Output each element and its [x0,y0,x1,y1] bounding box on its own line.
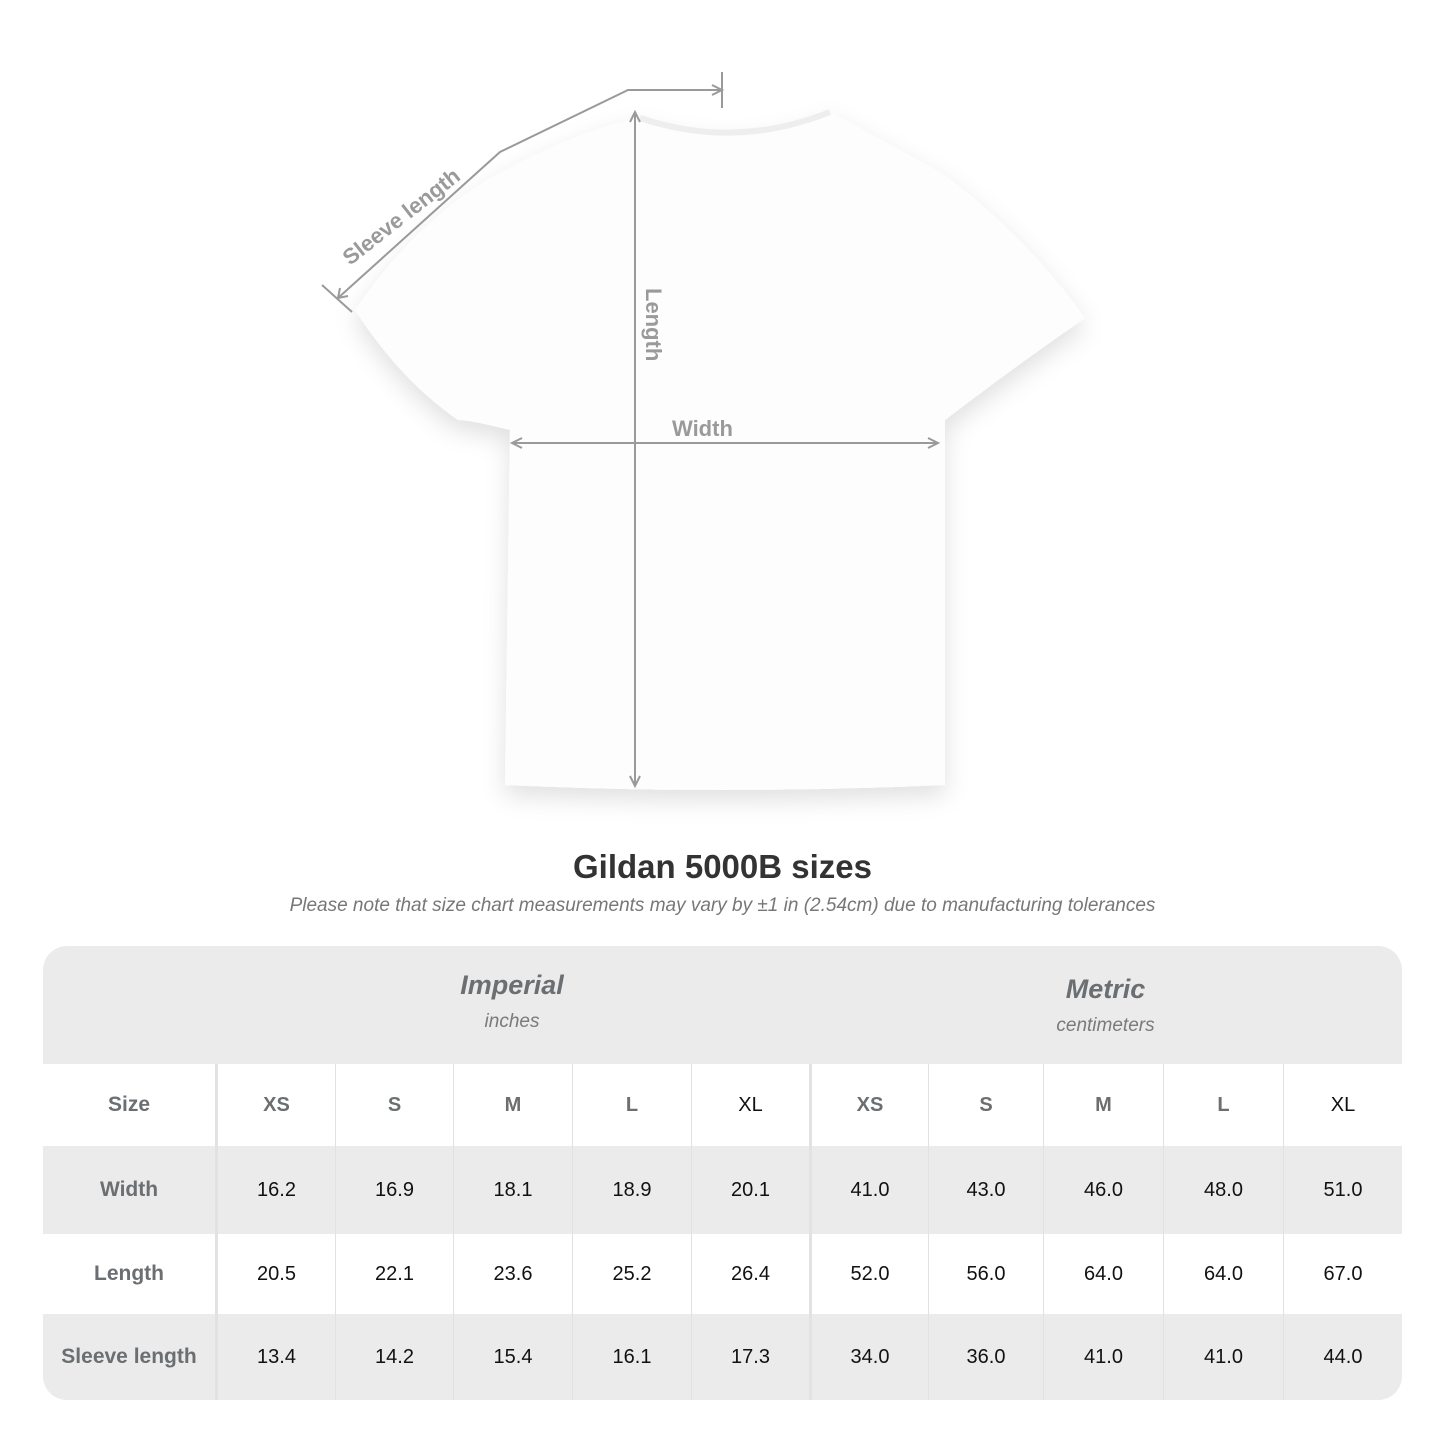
imperial-value: 17.3 [691,1314,809,1400]
row-label: Length [94,1262,164,1285]
measurement-lines [321,72,941,789]
metric-value: 46.0 [1043,1146,1163,1234]
imperial-title: Imperial [460,970,564,1000]
metric-value: 41.0 [809,1146,928,1234]
size-table: Imperial inches Metric centimeters Size X… [43,946,1402,1400]
size-header: S [928,1064,1043,1146]
size-header: M [453,1064,572,1146]
metric-value: 36.0 [928,1314,1043,1400]
metric-value: 34.0 [809,1314,928,1400]
imperial-value: 16.1 [572,1314,691,1400]
width-label: Width [672,416,733,441]
length-label: Length [641,288,666,361]
imperial-value: 20.5 [215,1234,335,1314]
size-header: M [1043,1064,1163,1146]
imperial-header: Imperial inches [215,970,809,1088]
imperial-value: 22.1 [335,1234,453,1314]
size-label: Size [107,1093,151,1116]
table-row: Length 20.5 22.1 23.6 25.2 26.4 52.0 56.0 64.0 64… [43,1234,1402,1314]
size-header: XS [809,1064,928,1146]
metric-header: Metric centimeters [809,974,1402,1092]
page-title: Gildan 5000B sizes [573,848,872,885]
size-header-row: Size XS S M L XL XS S M L XL [43,1064,1402,1146]
metric-value: 64.0 [1163,1234,1283,1314]
size-header: XS [215,1064,335,1146]
imperial-value: 18.1 [453,1146,572,1234]
imperial-value: 13.4 [215,1314,335,1400]
table-row: Width 16.2 16.9 18.1 18.9 20.1 41.0 43.0 46.0 48.… [43,1146,1402,1234]
imperial-unit: inches [484,1011,540,1032]
metric-value: 41.0 [1163,1314,1283,1400]
imperial-value: 16.2 [215,1146,335,1234]
imperial-value: 14.2 [335,1314,453,1400]
metric-unit: centimeters [1056,1015,1155,1036]
table-row: Sleeve length 13.4 14.2 15.4 16.1 17.3 34.0 36.… [43,1314,1402,1400]
imperial-value: 20.1 [691,1146,809,1234]
size-header: L [572,1064,691,1146]
row-label: Width [99,1178,159,1201]
tshirt-diagram: Sleeve length Length Width [321,72,1085,790]
metric-title: Metric [1065,974,1146,1004]
size-header: XL [691,1064,809,1146]
metric-value: 43.0 [928,1146,1043,1234]
tolerance-note: Please note that size chart measurements… [289,895,1156,916]
size-header: S [335,1064,453,1146]
row-label: Sleeve length [61,1345,197,1368]
imperial-value: 26.4 [691,1234,809,1314]
imperial-value: 16.9 [335,1146,453,1234]
metric-value: 64.0 [1043,1234,1163,1314]
sleeve-length-line [337,89,720,299]
metric-value: 67.0 [1283,1234,1402,1314]
metric-value: 56.0 [928,1234,1043,1314]
imperial-value: 18.9 [572,1146,691,1234]
metric-value: 51.0 [1283,1146,1402,1234]
metric-value: 44.0 [1283,1314,1402,1400]
metric-value: 41.0 [1043,1314,1163,1400]
imperial-value: 25.2 [572,1234,691,1314]
imperial-value: 23.6 [453,1234,572,1314]
metric-value: 48.0 [1163,1146,1283,1234]
metric-value: 52.0 [809,1234,928,1314]
size-header: L [1163,1064,1283,1146]
tshirt-image [355,112,1085,790]
size-header: XL [1283,1064,1402,1146]
imperial-value: 15.4 [453,1314,572,1400]
